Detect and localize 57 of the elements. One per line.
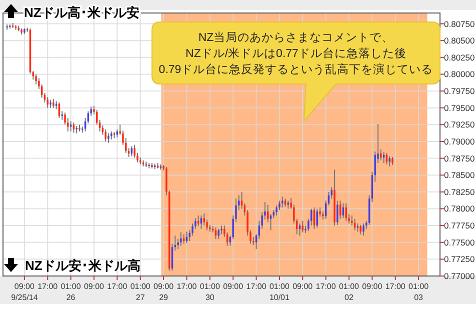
y-tick-label: 0.78500 xyxy=(444,170,475,180)
candlestick xyxy=(104,128,106,142)
x-tick-label: 01:00 10/01 xyxy=(269,282,290,302)
y-tick-label: 0.80750 xyxy=(444,18,475,29)
x-tick-label: 17:00 xyxy=(176,282,198,291)
x-tick-label: 09:00 9/25/14 xyxy=(11,282,38,302)
y-tick-label: 0.79000 xyxy=(444,136,475,146)
candlestick xyxy=(380,149,382,161)
y-tick-label: 0.78000 xyxy=(444,204,475,214)
x-tick-label: 01:00 30 xyxy=(200,282,220,302)
x-tick-label: 09:00 xyxy=(84,282,105,291)
y-tick-label: 0.78250 xyxy=(444,186,475,197)
x-tick-label: 01:00 02 xyxy=(338,282,360,302)
x-tick-label: 17:00 xyxy=(107,282,128,291)
candlestick xyxy=(362,223,364,236)
y-tick-label: 0.80500 xyxy=(444,36,475,46)
x-tick-label: 09:00 xyxy=(223,282,244,291)
candlestick xyxy=(72,122,75,134)
candlestick xyxy=(336,200,338,226)
x-tick-label: 17:00 xyxy=(246,282,267,291)
candlestick xyxy=(203,212,205,226)
y-tick-label: 0.79750 xyxy=(444,86,475,96)
y-tick-label: 0.78750 xyxy=(444,153,475,164)
annotation: NZ当局のあからさまなコメントで、 NZドル/米ドルは0.77ドル台に急落した後 0.79ドル台に急反発するという乱高下を演じている xyxy=(158,31,434,76)
y-tick-label: 0.77500 xyxy=(444,237,475,248)
candlestick xyxy=(276,204,278,216)
annotation: NZドル安･米ドル高 xyxy=(25,258,140,273)
candlestick xyxy=(302,220,304,233)
y-tick-label: 0.77250 xyxy=(444,254,475,264)
x-tick-label: 09:00 xyxy=(292,282,314,291)
y-tick-label: 0.80250 xyxy=(444,52,475,62)
x-tick-label: 09:00 29 xyxy=(154,282,174,302)
x-tick-label: 17:00 xyxy=(316,282,336,291)
candlestick xyxy=(180,232,182,246)
candlestick xyxy=(388,156,390,167)
y-tick-label: 0.80000 xyxy=(444,69,475,80)
x-tick-label: 17:00 xyxy=(38,282,58,291)
candlestick xyxy=(270,214,272,231)
candlestick xyxy=(360,224,362,235)
candlestick xyxy=(134,144,136,158)
x-tick-label: 09:00 xyxy=(362,282,383,291)
candlestick xyxy=(298,223,301,236)
x-tick-label: 17:00 xyxy=(385,282,406,291)
y-tick-label: 0.77000 xyxy=(444,271,475,281)
x-tick-label: 01:00 26 xyxy=(60,282,82,302)
candlestick xyxy=(108,132,110,144)
x-tick-label: 01:00 03 xyxy=(408,282,430,302)
candlestick xyxy=(281,196,284,208)
y-tick-label: 0.79500 xyxy=(444,102,475,113)
y-tick-label: 0.79250 xyxy=(444,120,475,130)
candlestick xyxy=(351,214,353,226)
y-tick-label: 0.77750 xyxy=(444,220,475,231)
x-tick-label: 01:00 27 xyxy=(130,282,151,302)
candlestick xyxy=(35,74,37,85)
candlestick xyxy=(319,206,321,218)
candlestick xyxy=(345,202,347,222)
candlestick xyxy=(218,228,220,240)
